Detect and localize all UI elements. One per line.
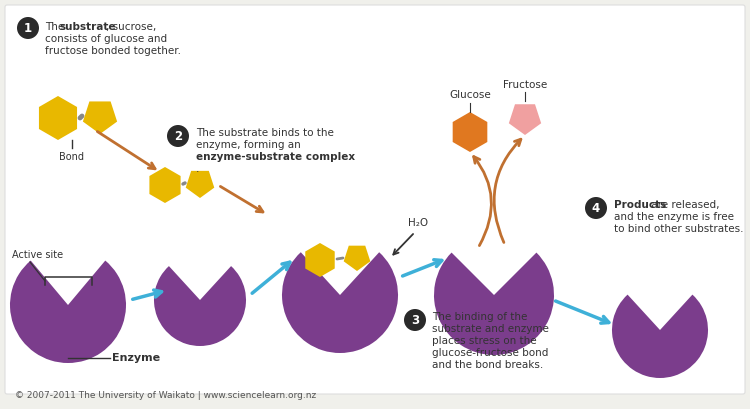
- Text: The: The: [45, 22, 68, 32]
- Polygon shape: [344, 246, 370, 271]
- Text: 4: 4: [592, 202, 600, 214]
- Text: substrate: substrate: [60, 22, 116, 32]
- Polygon shape: [149, 167, 181, 203]
- Text: Products: Products: [614, 200, 666, 210]
- Polygon shape: [83, 101, 117, 134]
- Text: consists of glucose and: consists of glucose and: [45, 34, 167, 44]
- Wedge shape: [282, 252, 398, 353]
- Text: Bond: Bond: [59, 152, 85, 162]
- Polygon shape: [453, 112, 488, 152]
- Text: places stress on the: places stress on the: [432, 336, 537, 346]
- Text: Active site: Active site: [12, 250, 63, 260]
- Text: enzyme-substrate complex: enzyme-substrate complex: [196, 152, 356, 162]
- Text: The binding of the: The binding of the: [432, 312, 527, 322]
- Circle shape: [17, 17, 39, 39]
- Polygon shape: [509, 104, 542, 135]
- Polygon shape: [305, 243, 334, 277]
- Circle shape: [404, 309, 426, 331]
- Text: .: .: [196, 164, 200, 174]
- FancyBboxPatch shape: [5, 5, 745, 394]
- Text: 1: 1: [24, 22, 32, 34]
- Polygon shape: [186, 171, 214, 198]
- Wedge shape: [10, 261, 126, 363]
- Polygon shape: [39, 96, 77, 140]
- Text: are released,: are released,: [648, 200, 719, 210]
- Text: H₂O: H₂O: [408, 218, 428, 228]
- Text: , sucrose,: , sucrose,: [106, 22, 156, 32]
- Text: glucose-fructose bond: glucose-fructose bond: [432, 348, 548, 358]
- Text: 3: 3: [411, 314, 419, 326]
- Text: © 2007-2011 The University of Waikato | www.sciencelearn.org.nz: © 2007-2011 The University of Waikato | …: [15, 391, 316, 400]
- Text: 2: 2: [174, 130, 182, 142]
- Text: Fructose: Fructose: [503, 80, 547, 90]
- Wedge shape: [612, 294, 708, 378]
- Text: Glucose: Glucose: [449, 90, 491, 100]
- Text: and the enzyme is free: and the enzyme is free: [614, 212, 734, 222]
- Text: Enzyme: Enzyme: [112, 353, 160, 363]
- Text: to bind other substrates.: to bind other substrates.: [614, 224, 743, 234]
- Wedge shape: [434, 253, 554, 355]
- Text: enzyme, forming an: enzyme, forming an: [196, 140, 301, 150]
- Text: substrate and enzyme: substrate and enzyme: [432, 324, 549, 334]
- Wedge shape: [154, 266, 246, 346]
- Circle shape: [585, 197, 607, 219]
- Text: fructose bonded together.: fructose bonded together.: [45, 46, 181, 56]
- Text: and the bond breaks.: and the bond breaks.: [432, 360, 543, 370]
- Circle shape: [167, 125, 189, 147]
- Text: The substrate binds to the: The substrate binds to the: [196, 128, 334, 138]
